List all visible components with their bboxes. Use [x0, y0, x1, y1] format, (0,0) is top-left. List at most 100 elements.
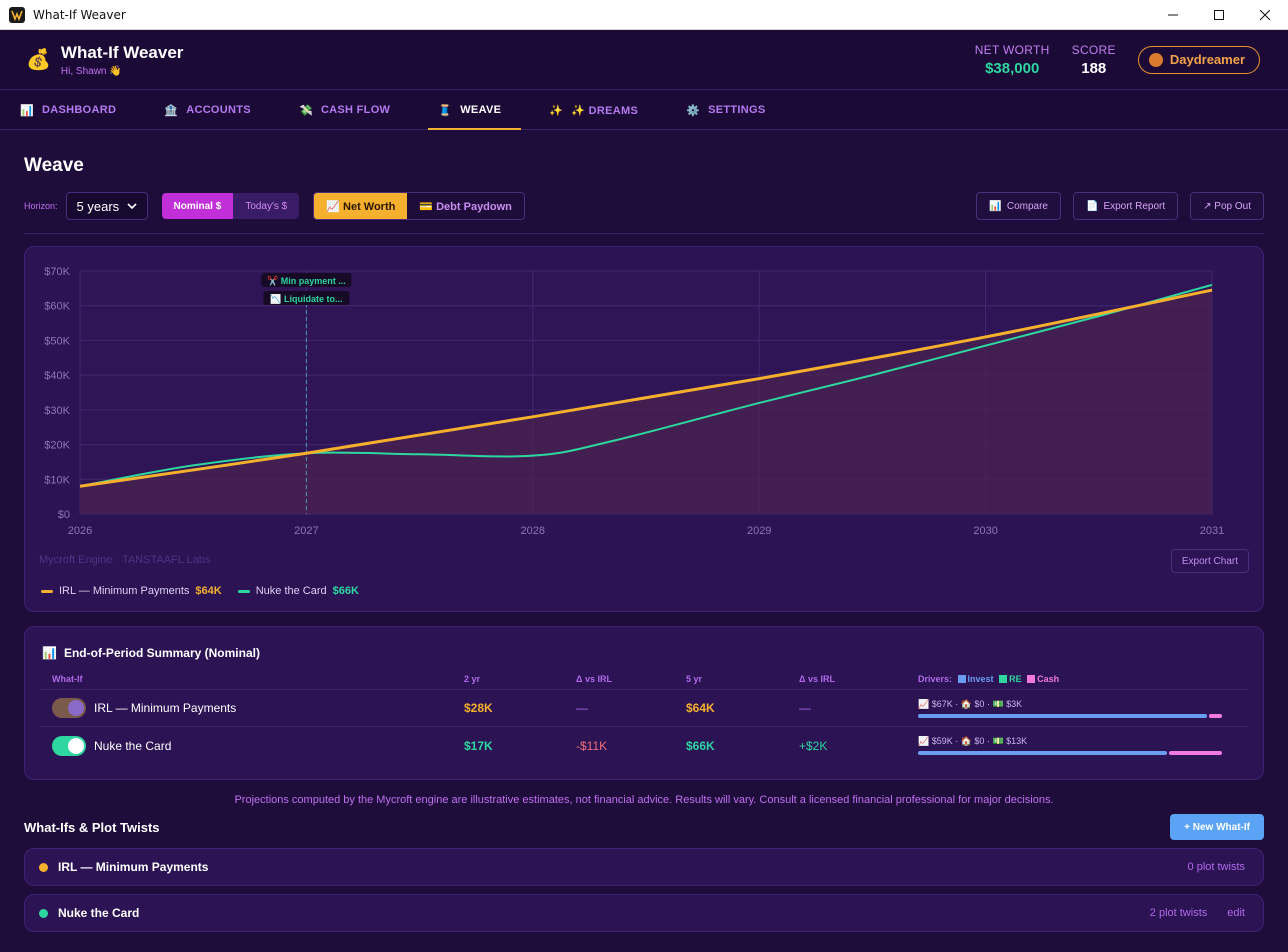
divider [24, 233, 1264, 234]
row-name: IRL — Minimum Payments [94, 701, 237, 715]
drivers-text: 📈 $59K · 🏠 $0 · 💵 $13K [918, 736, 1028, 746]
compare-label: Compare [1006, 200, 1048, 212]
rank-badge[interactable]: Daydreamer [1137, 45, 1260, 74]
table-row: IRL — Minimum Payments $28K — $64K — 📈 $… [40, 690, 1248, 727]
rank-badge-label: Daydreamer [1169, 52, 1245, 67]
whatif-item-nuke[interactable]: Nuke the Card 2 plot twists edit [24, 894, 1264, 932]
plot-twists-count[interactable]: 0 plot twists [1187, 861, 1245, 873]
cash-key-swatch [1027, 674, 1036, 683]
chart-card: $0 $10K $20K $30K $40K $50K $60K $70K 2026 2027 20… [24, 246, 1264, 612]
app-header: 💰 What-If Weaver Hi, Shawn 👋 NET WORTH $… [0, 30, 1288, 90]
legend-name: Nuke the Card [255, 585, 327, 597]
compare-button[interactable]: 📊 Compare [976, 192, 1061, 220]
bar-chart-icon: 📊 [989, 200, 1002, 212]
row-delta-5yr: +$2K [799, 738, 828, 753]
invest-bar-segment [918, 713, 1207, 718]
cash-key-label: Cash [1037, 673, 1060, 684]
todays-dollars-button[interactable]: Today's $ [233, 193, 300, 219]
main-content: Weave Horizon: 5 years Nominal $ Today's… [0, 155, 1288, 932]
tab-label: ✨ DREAMS [571, 104, 639, 117]
chart-icon: 📊 [20, 104, 34, 117]
cash-bar-segment [1208, 713, 1222, 718]
drivers-text: 📈 $67K · 🏠 $0 · 💵 $3K [918, 698, 1023, 709]
score-stat: SCORE 188 [1072, 43, 1116, 77]
summary-card: 📊 End-of-Period Summary (Nominal) What-If… [24, 626, 1264, 780]
enable-toggle[interactable] [52, 698, 86, 718]
plot-twists-count[interactable]: 2 plot twists [1149, 907, 1208, 919]
user-greeting: Hi, Shawn 👋 [60, 65, 122, 77]
row-drivers: 📈 $67K · 🏠 $0 · 💵 $3K [906, 699, 1248, 718]
re-key-swatch [999, 674, 1008, 683]
window-titlebar: What-If Weaver [0, 0, 1288, 30]
tab-label: DASHBOARD [42, 104, 117, 116]
export-report-label: Export Report [1103, 200, 1166, 212]
edit-link[interactable]: edit [1227, 907, 1245, 919]
tab-weave[interactable]: 🧵 WEAVE [428, 90, 522, 130]
export-chart-button[interactable]: Export Chart [1170, 549, 1249, 573]
nominal-button[interactable]: Nominal $ [161, 193, 234, 219]
tab-cash-flow[interactable]: 💸 CASH FLOW [289, 90, 410, 130]
legend-item-nuke[interactable]: Nuke the Card $66K [237, 585, 359, 597]
summary-title: 📊 End-of-Period Summary (Nominal) [42, 646, 1248, 660]
debt-paydown-button[interactable]: 💳 Debt Paydown [407, 193, 524, 219]
y-tick-label: $10K [44, 474, 70, 486]
plot-twist-annotation [261, 273, 352, 287]
legend-swatch [41, 589, 53, 593]
status-dot [39, 908, 48, 918]
net-worth-label: NET WORTH [974, 42, 1050, 57]
irl-area [80, 290, 1212, 514]
tab-accounts[interactable]: 🏦 ACCOUNTS [154, 90, 271, 130]
export-report-button[interactable]: 📄 Export Report [1072, 192, 1179, 220]
y-tick-label: $20K [44, 440, 70, 452]
minimize-button[interactable] [1150, 0, 1196, 30]
legend-value: $64K [195, 585, 222, 597]
pop-out-button[interactable]: ↗ Pop Out [1190, 192, 1264, 220]
money-wings-icon: 💸 [298, 104, 313, 117]
net-worth-value: $38,000 [985, 59, 1040, 77]
whatifs-title: What-Ifs & Plot Twists [24, 819, 160, 835]
y-tick-label: $50K [44, 335, 70, 347]
tab-label: SETTINGS [708, 104, 766, 116]
main-nav: 📊 DASHBOARD 🏦 ACCOUNTS 💸 CASH FLOW 🧵 WEAVE ✨… [0, 90, 1288, 130]
horizon-value: 5 years [76, 198, 120, 214]
row-delta-5yr: — [799, 701, 811, 715]
document-icon: 📄 [1085, 200, 1099, 212]
app-name: What-If Weaver [60, 42, 184, 62]
disclaimer: Projections computed by the Mycroft engi… [234, 794, 1054, 806]
x-tick-label: 2027 [294, 525, 318, 537]
enable-toggle[interactable] [52, 735, 86, 756]
bank-icon: 🏦 [164, 104, 179, 117]
app-logo-icon [9, 6, 25, 23]
tab-dreams[interactable]: ✨ ✨ DREAMS [539, 90, 658, 130]
currency-toggle: Nominal $ Today's $ [161, 193, 300, 219]
tab-dashboard[interactable]: 📊 DASHBOARD [10, 90, 136, 130]
maximize-button[interactable] [1196, 0, 1242, 30]
row-name: Nuke the Card [94, 738, 172, 753]
horizon-label: Horizon: [24, 201, 58, 211]
medal-icon [1148, 52, 1163, 67]
legend-swatch [237, 589, 250, 593]
chart-legend: IRL — Minimum Payments $64K Nuke the Car… [41, 585, 375, 597]
metric-toggle: 📈 Net Worth 💳 Debt Paydown [313, 192, 525, 220]
toggle-knob [68, 700, 84, 716]
horizon-select[interactable]: 5 years [65, 192, 148, 220]
legend-item-irl[interactable]: IRL — Minimum Payments $64K [41, 585, 222, 597]
tab-settings[interactable]: ⚙️ SETTINGS [676, 90, 785, 130]
row-delta-2yr: -$11K [576, 738, 608, 753]
whatif-name: Nuke the Card [58, 906, 140, 920]
whatif-item-irl[interactable]: IRL — Minimum Payments 0 plot twists [24, 848, 1264, 886]
drivers-label: Drivers: [918, 673, 953, 684]
net-worth-button[interactable]: 📈 Net Worth [314, 193, 408, 219]
col-delta-5yr: Δ vs IRL [799, 673, 835, 684]
summary-title-text: End-of-Period Summary (Nominal) [63, 646, 260, 660]
col-whatif: What-If [52, 673, 83, 684]
col-5yr: 5 yr [686, 673, 703, 684]
y-tick-label: $60K [44, 301, 70, 313]
close-button[interactable] [1242, 0, 1288, 30]
new-whatif-button[interactable]: + New What-If [1170, 814, 1264, 840]
series-line [79, 283, 1213, 488]
sparkles-icon: ✨ [549, 104, 564, 117]
tab-label: CASH FLOW [320, 104, 391, 116]
re-key-label: RE [1009, 673, 1022, 684]
legend-name: IRL — Minimum Payments [59, 585, 190, 597]
